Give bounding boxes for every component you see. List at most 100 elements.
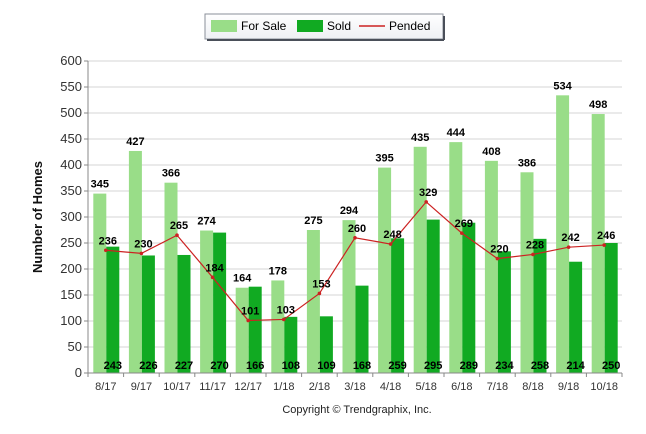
pended-point-8-17 bbox=[104, 248, 108, 253]
label-sold-2-18: 109 bbox=[317, 360, 335, 372]
pended-point-7-18 bbox=[495, 256, 500, 261]
pended-point-6-18 bbox=[460, 231, 464, 235]
y-tick-label: 350 bbox=[60, 183, 82, 198]
y-tick-label: 550 bbox=[60, 79, 82, 94]
pended-point-9-18 bbox=[566, 245, 571, 249]
x-tick-label: 5/18 bbox=[415, 381, 436, 393]
label-for-sale-10-18: 498 bbox=[589, 99, 607, 111]
legend-swatch-for-sale bbox=[211, 20, 237, 32]
legend: For Sale Sold Pended bbox=[204, 13, 445, 41]
bar-for-sale-7-18 bbox=[484, 160, 498, 373]
label-sold-9-18: 214 bbox=[566, 360, 585, 372]
bar-sold-4-18 bbox=[391, 238, 405, 373]
x-tick-label: 4/18 bbox=[380, 381, 401, 393]
bar-sold-3-18 bbox=[355, 285, 369, 373]
bar-for-sale-8-17 bbox=[93, 193, 107, 373]
x-tick-label: 8/18 bbox=[522, 381, 543, 393]
bar-sold-10-17 bbox=[177, 254, 191, 373]
x-tick-label: 9/18 bbox=[558, 381, 579, 393]
bar-sold-12-17 bbox=[248, 286, 262, 373]
pended-point-3-18 bbox=[353, 236, 357, 240]
label-for-sale-9-17: 427 bbox=[126, 136, 144, 148]
pended-line-series bbox=[104, 200, 606, 323]
y-tick-label: 50 bbox=[68, 339, 82, 354]
legend-label-pended: Pended bbox=[389, 19, 430, 33]
label-pended-10-17: 265 bbox=[170, 220, 188, 232]
label-sold-12-17: 166 bbox=[246, 360, 264, 372]
legend-swatch-sold bbox=[297, 20, 323, 32]
bar-sold-10-18 bbox=[604, 243, 618, 373]
x-axis: 8/17 9/17 10/17 11/17 12/17 1/18 2/18 3/18 4/18 5… bbox=[87, 372, 623, 393]
label-pended-12-17: 101 bbox=[241, 305, 259, 317]
label-pended-4-18: 248 bbox=[383, 229, 401, 241]
y-tick-label: 450 bbox=[60, 131, 82, 146]
label-for-sale-9-18: 534 bbox=[553, 80, 572, 92]
bar-sold-7-18 bbox=[497, 251, 511, 373]
y-tick-label: 150 bbox=[60, 287, 82, 302]
x-tick-label: 7/18 bbox=[487, 381, 508, 393]
pended-point-5-18 bbox=[424, 200, 429, 204]
bar-for-sale-10-17 bbox=[164, 182, 178, 373]
pended-point-8-18 bbox=[531, 252, 535, 257]
label-for-sale-2-18: 275 bbox=[304, 215, 322, 227]
label-sold-5-18: 295 bbox=[424, 360, 442, 372]
x-tick-label: 10/18 bbox=[590, 381, 618, 393]
label-for-sale-1-18: 178 bbox=[269, 265, 287, 277]
bar-sold-1-18 bbox=[284, 316, 298, 373]
label-for-sale-12-17: 164 bbox=[233, 273, 252, 285]
label-for-sale-4-18: 395 bbox=[375, 153, 393, 165]
bar-sold-8-18 bbox=[533, 238, 547, 373]
y-axis: 0 50 100 150 200 250 300 350 400 450 500 550 600 bbox=[60, 53, 89, 380]
pended-point-10-17 bbox=[175, 233, 179, 237]
x-tick-label: 9/17 bbox=[131, 381, 152, 393]
label-sold-10-17: 227 bbox=[175, 360, 193, 372]
label-sold-7-18: 234 bbox=[495, 360, 514, 372]
label-pended-8-17: 236 bbox=[99, 235, 117, 247]
label-sold-8-17: 243 bbox=[104, 360, 122, 372]
bar-for-sale-9-17 bbox=[128, 150, 142, 373]
label-pended-11-17: 184 bbox=[205, 262, 224, 274]
x-tick-label: 8/17 bbox=[95, 381, 116, 393]
bar-sold-11-17 bbox=[213, 232, 227, 373]
pended-point-11-17 bbox=[210, 275, 215, 280]
label-pended-10-18: 246 bbox=[597, 230, 615, 242]
label-pended-8-18: 228 bbox=[526, 239, 544, 251]
pended-point-12-17 bbox=[246, 318, 250, 323]
label-pended-2-18: 153 bbox=[312, 278, 330, 290]
bar-for-sale-3-18 bbox=[342, 220, 356, 373]
label-for-sale-10-17: 366 bbox=[162, 168, 180, 180]
y-tick-label: 0 bbox=[75, 365, 82, 380]
bar-sold-9-17 bbox=[141, 255, 155, 373]
label-for-sale-5-18: 435 bbox=[411, 132, 429, 144]
label-sold-11-17: 270 bbox=[210, 360, 228, 372]
label-pended-9-17: 230 bbox=[134, 238, 152, 250]
data-labels: 345 243 427 226 366 227 274 270 164 166 178 108 275 1… bbox=[91, 80, 621, 372]
label-sold-8-18: 258 bbox=[531, 360, 549, 372]
bar-for-sale-11-17 bbox=[200, 230, 214, 373]
pended-point-1-18 bbox=[282, 317, 286, 322]
y-tick-label: 400 bbox=[60, 157, 82, 172]
pended-point-9-17 bbox=[139, 251, 144, 256]
x-tick-label: 12/17 bbox=[234, 381, 262, 393]
label-pended-5-18: 329 bbox=[419, 187, 437, 199]
x-tick-label: 3/18 bbox=[344, 381, 365, 393]
label-sold-3-18: 168 bbox=[353, 360, 371, 372]
legend-label-for-sale: For Sale bbox=[241, 19, 287, 33]
label-pended-9-18: 242 bbox=[561, 232, 579, 244]
bar-for-sale-6-18 bbox=[449, 142, 463, 373]
x-tick-label: 2/18 bbox=[309, 381, 330, 393]
copyright-text: Copyright © Trendgraphix, Inc. bbox=[282, 404, 431, 416]
label-sold-1-18: 108 bbox=[282, 360, 300, 372]
y-tick-label: 300 bbox=[60, 209, 82, 224]
pended-point-4-18 bbox=[388, 242, 393, 246]
bar-for-sale-8-18 bbox=[520, 172, 534, 373]
bar-for-sale-9-18 bbox=[556, 95, 570, 373]
bar-sold-6-18 bbox=[462, 222, 476, 373]
label-for-sale-7-18: 408 bbox=[482, 146, 500, 158]
label-sold-4-18: 259 bbox=[388, 360, 406, 372]
bar-sold-9-18 bbox=[569, 261, 583, 373]
legend-box bbox=[204, 13, 444, 40]
x-tick-label: 11/17 bbox=[199, 381, 226, 393]
label-pended-6-18: 269 bbox=[455, 218, 473, 230]
x-tick-label: 6/18 bbox=[451, 381, 472, 393]
